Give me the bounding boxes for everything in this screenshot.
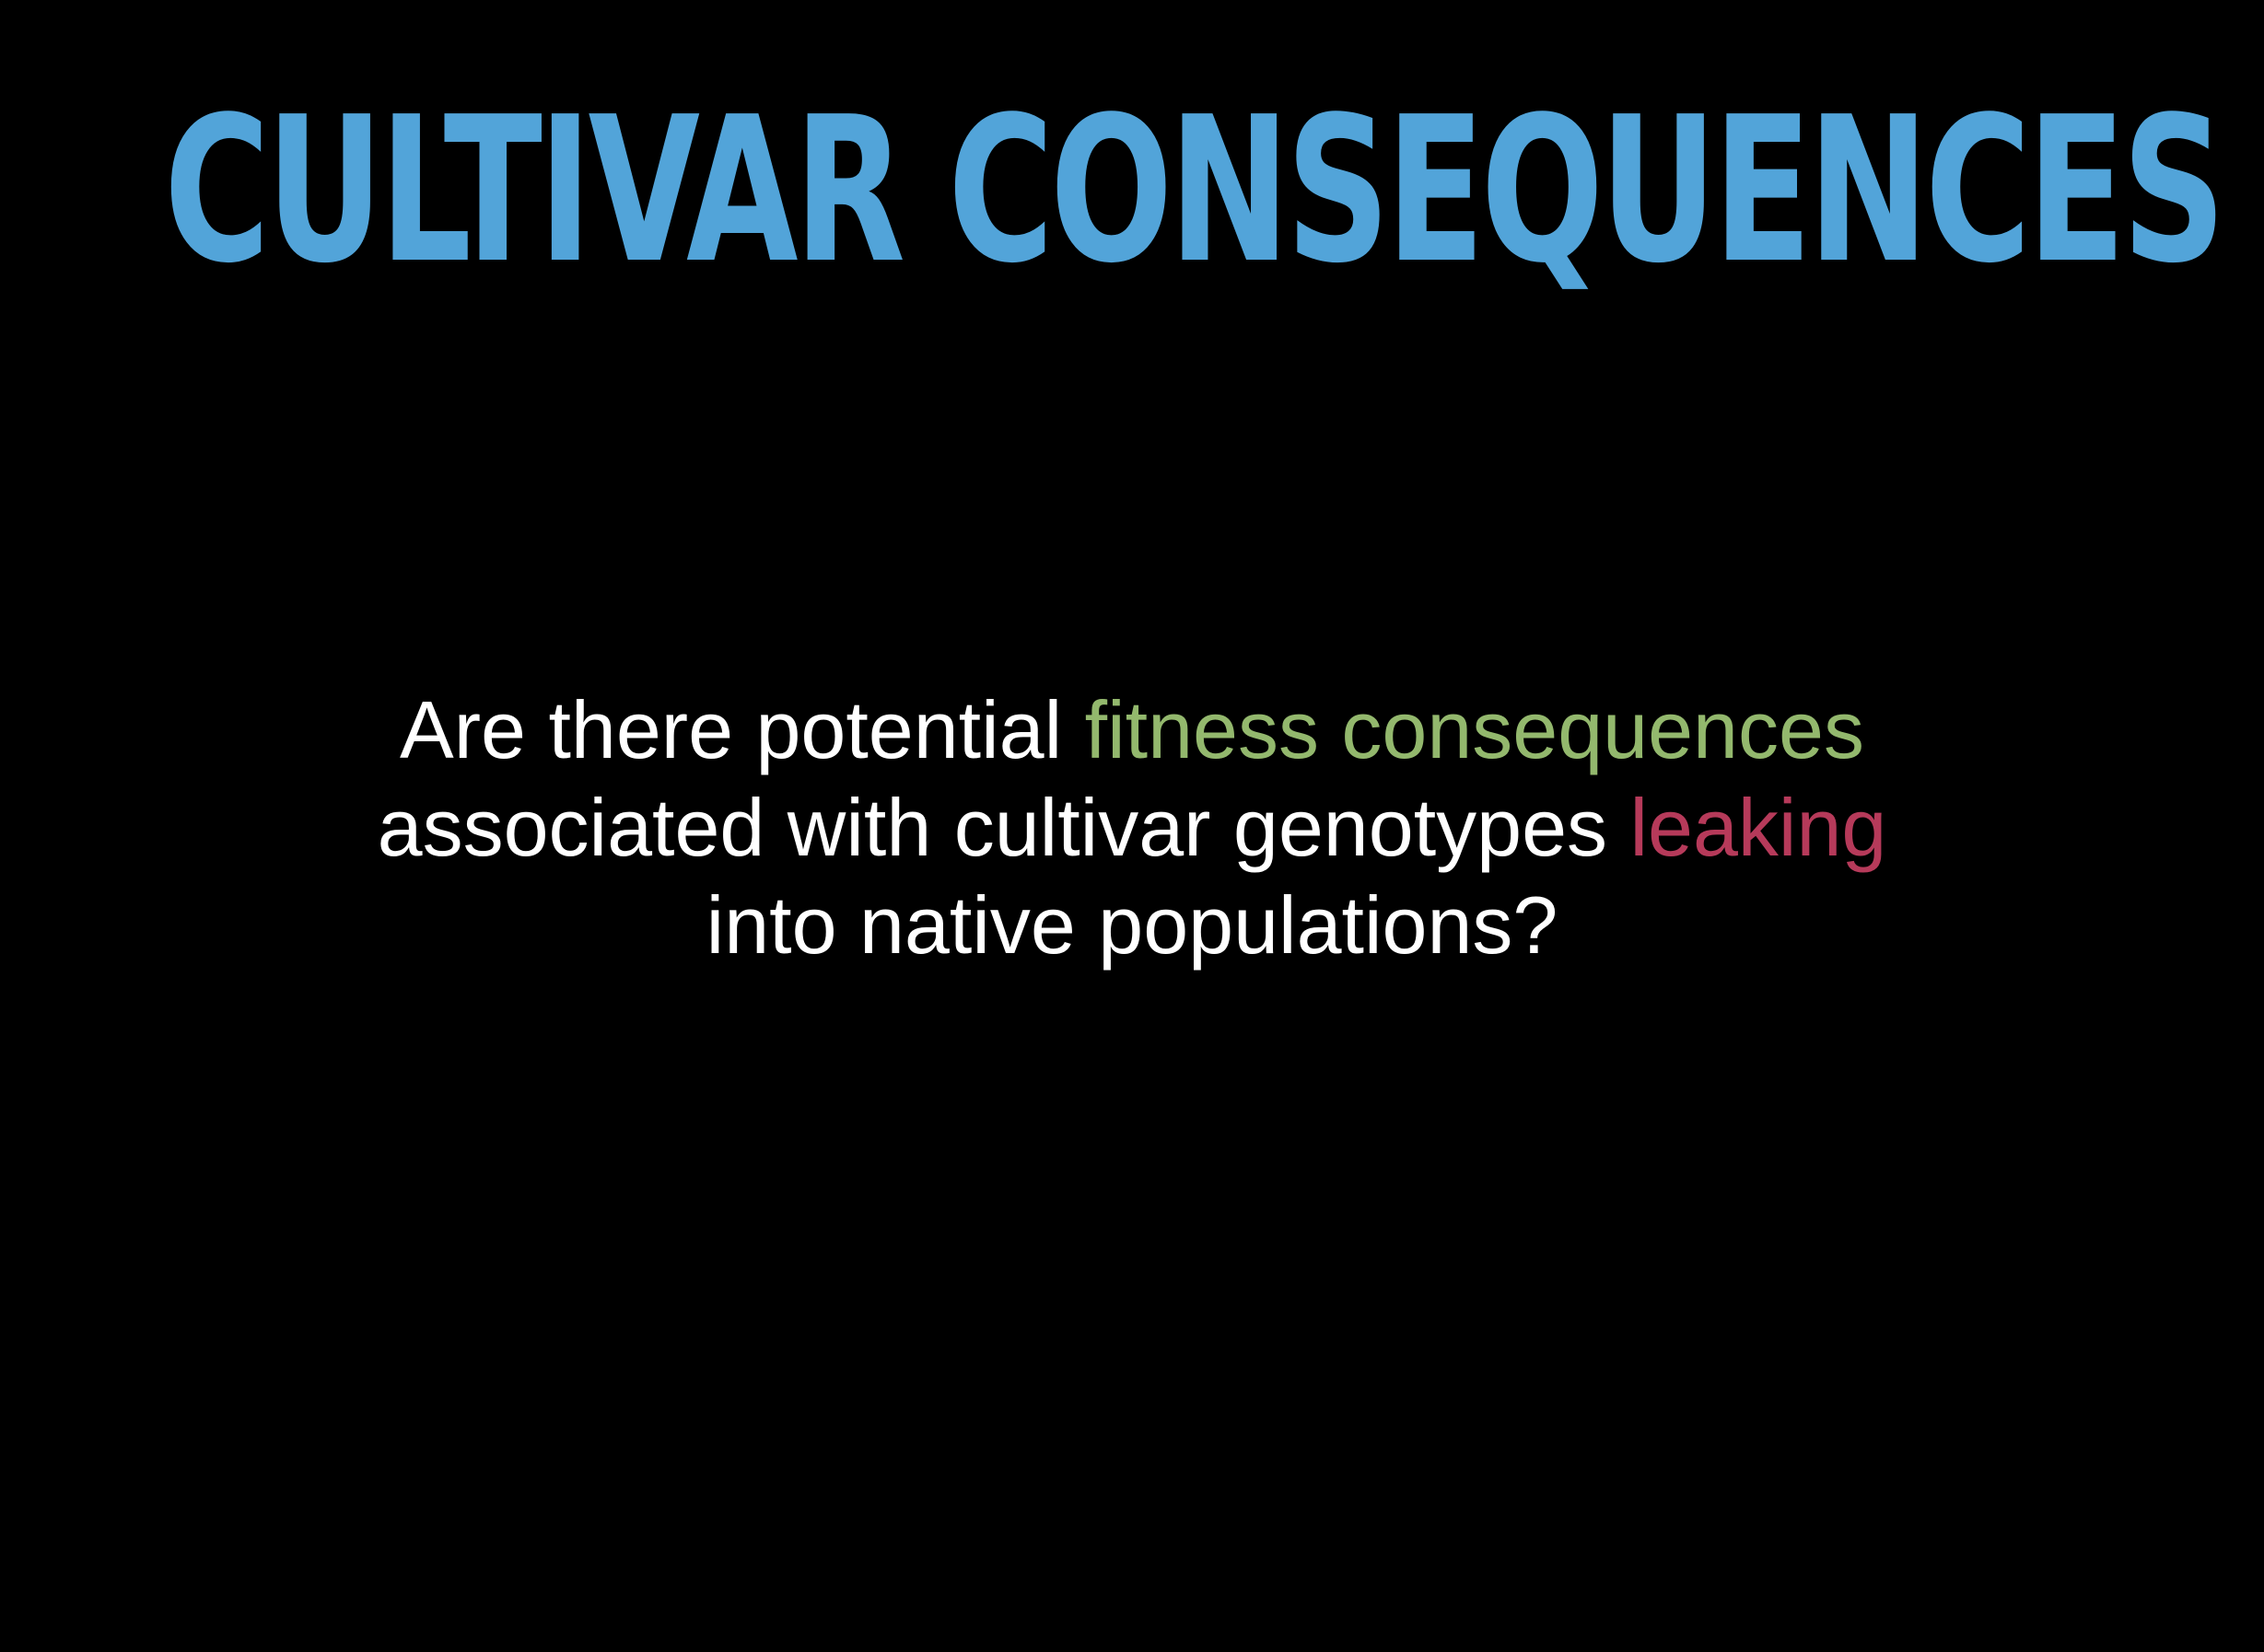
body-line-1: Are there potential fitness consequences: [0, 681, 2264, 779]
highlight-fitness-consequences: fitness consequences: [1084, 684, 1864, 775]
slide-title: CULTIVAR CONSEQUENCES: [164, 75, 2226, 308]
slide-body-text: Are there potential fitness consequences…: [0, 681, 2264, 974]
body-line-1-text: Are there potential: [400, 684, 1085, 775]
body-line-2-text: associated with cultivar genotypes: [377, 782, 1630, 873]
highlight-leaking: leaking: [1629, 782, 1887, 873]
body-line-2: associated with cultivar genotypes leaki…: [0, 779, 2264, 877]
body-line-3: into native populations?: [706, 879, 1558, 971]
